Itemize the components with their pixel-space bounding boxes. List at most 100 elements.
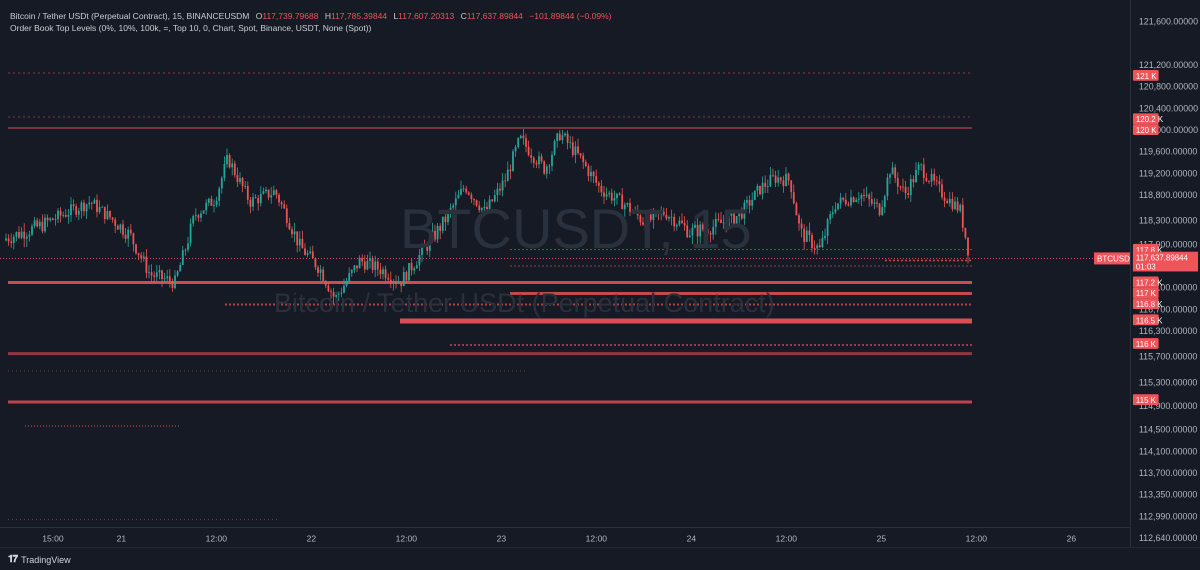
candle-body (707, 229, 709, 234)
candle-body (402, 272, 405, 287)
candle-body (366, 260, 369, 270)
candle-body (90, 202, 93, 204)
candle-body (873, 202, 876, 204)
candle-body (20, 231, 23, 238)
candle-body (348, 273, 351, 282)
candle-body (683, 223, 686, 226)
level-badge (1132, 69, 1159, 81)
candle-body (735, 216, 738, 224)
level-badge (1132, 338, 1159, 349)
candle-body (145, 256, 148, 273)
close-value: 117,637.89844 (466, 11, 523, 21)
candle-body (844, 199, 847, 205)
candle-body (881, 207, 884, 216)
candle-body (228, 155, 231, 168)
candle-body (514, 147, 517, 152)
candle-body (454, 198, 457, 206)
candle-body (70, 204, 72, 216)
price-tick-label: 112,640.00000 (1139, 533, 1198, 543)
candle-body (551, 154, 553, 166)
candle-body (244, 186, 247, 187)
price-axis[interactable]: 121,600.00000121,200.00000120,800.000001… (1130, 0, 1200, 547)
candle-body (168, 276, 171, 282)
candle-body (860, 194, 863, 199)
indicator-title[interactable]: Order Book Top Levels (0%, 10%, 100k, =,… (10, 23, 372, 33)
candle-body (421, 245, 423, 255)
candle-body (470, 194, 473, 200)
price-tick-label: 112,990.00000 (1139, 511, 1198, 521)
candle-body (415, 265, 418, 269)
candle-body (961, 204, 964, 228)
candle-body (423, 245, 426, 247)
candle-body (795, 203, 798, 216)
candle-body (356, 265, 358, 269)
symbol-title[interactable]: Bitcoin / Tether USDt (Perpetual Contrac… (10, 11, 250, 21)
candle-body (522, 135, 525, 139)
candle-body (868, 194, 871, 200)
candle-body (309, 251, 312, 254)
candle-body (717, 218, 720, 220)
candle-body (592, 171, 595, 177)
time-tick-label: 21 (117, 533, 127, 543)
candle-body (493, 195, 496, 202)
candle-body (408, 262, 410, 281)
candle-body (93, 199, 96, 204)
candle-body (566, 133, 569, 143)
candle-body (418, 254, 421, 266)
candle-body (652, 211, 655, 220)
price-tick-label: 114,500.00000 (1139, 425, 1198, 435)
candle-body (894, 167, 897, 179)
tradingview-brand[interactable]: 𝟏𝟕 TradingView (8, 554, 71, 565)
level-badge (1132, 276, 1159, 288)
candle-body (75, 206, 78, 215)
candle-body (808, 230, 811, 235)
legend-symbol-row[interactable]: Bitcoin / Tether USDt (Perpetual Contrac… (10, 10, 611, 22)
candle-body (631, 211, 634, 213)
change-value: −101.89844 (−0.09%) (529, 11, 612, 21)
chart-area[interactable]: BTCUSDT (0, 0, 1130, 547)
candle-body (943, 197, 946, 201)
candle-body (306, 253, 309, 255)
candle-body (270, 195, 273, 198)
candle-body (218, 188, 221, 201)
candle-body (556, 133, 559, 142)
candle-body (499, 188, 501, 191)
high-key: H (324, 11, 331, 21)
candle-body (839, 197, 842, 204)
time-tick-label: 12:00 (396, 533, 418, 543)
time-tick-label: 12:00 (586, 533, 608, 543)
candle-body (148, 272, 150, 274)
candle-body (759, 185, 761, 195)
level-badge-label: 116 K (1136, 340, 1157, 349)
candle-body (400, 282, 403, 287)
candle-body (85, 204, 88, 212)
candle-body (764, 182, 767, 187)
candle-body (899, 186, 902, 188)
candle-body (311, 251, 314, 259)
candle-body (98, 207, 101, 212)
candle-body (155, 272, 158, 277)
time-axis[interactable]: 15:00 21 12:00 22 12:00 23 12:00 24 12:00 25 12:00… (0, 527, 1130, 547)
candle-body (805, 230, 808, 242)
candle-body (379, 269, 382, 275)
candle-body (787, 173, 790, 181)
candle-body (298, 238, 301, 246)
candle-body (249, 199, 252, 207)
candle-body (956, 201, 959, 211)
candle-body (891, 167, 894, 175)
symbol-badge (1094, 252, 1130, 265)
candle-body (748, 200, 751, 206)
symbol-badge-text: BTCUSDT (1097, 254, 1130, 263)
candle-body (296, 231, 299, 246)
candle-body (23, 231, 26, 239)
candle-body (226, 155, 228, 165)
candle-body (668, 217, 670, 219)
candle-body (275, 190, 278, 195)
price-tick-label: 118,800.00000 (1139, 190, 1198, 200)
candle-body (374, 261, 377, 270)
level-badge-label: 117.2 K (1136, 278, 1163, 287)
candle-body (62, 215, 65, 216)
candle-body (194, 215, 197, 217)
candle-body (426, 246, 429, 251)
time-tick-label: 12:00 (206, 533, 228, 543)
